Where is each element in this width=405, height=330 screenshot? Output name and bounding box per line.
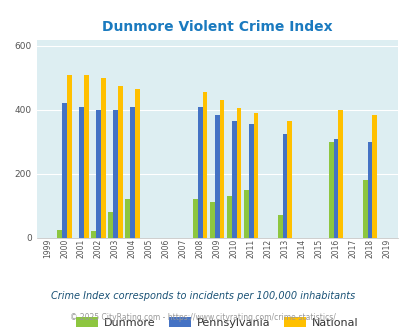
Bar [367,142,371,238]
Bar [202,92,207,238]
Bar [79,107,84,238]
Bar [209,203,214,238]
Text: Crime Index corresponds to incidents per 100,000 inhabitants: Crime Index corresponds to incidents per… [51,291,354,301]
Bar [214,115,219,238]
Bar [282,134,287,238]
Bar [287,121,292,238]
Bar [125,199,130,238]
Text: © 2025 CityRating.com - https://www.cityrating.com/crime-statistics/: © 2025 CityRating.com - https://www.city… [70,313,335,322]
Bar [84,75,88,238]
Bar [117,86,122,238]
Bar [57,230,62,238]
Bar [113,110,117,238]
Title: Dunmore Violent Crime Index: Dunmore Violent Crime Index [102,20,332,34]
Bar [328,142,333,238]
Bar [100,78,105,238]
Bar [197,107,202,238]
Bar [96,110,100,238]
Bar [371,115,376,238]
Bar [219,100,224,238]
Bar [62,104,67,238]
Bar [236,108,241,238]
Bar [226,196,231,238]
Bar [108,212,113,238]
Bar [130,107,134,238]
Bar [91,231,96,238]
Bar [193,199,197,238]
Bar [67,75,71,238]
Bar [362,180,367,238]
Bar [277,215,282,238]
Bar [248,124,253,238]
Bar [253,113,258,238]
Bar [231,121,236,238]
Bar [333,139,337,238]
Bar [243,190,248,238]
Legend: Dunmore, Pennsylvania, National: Dunmore, Pennsylvania, National [72,313,362,330]
Bar [337,110,342,238]
Bar [134,89,139,238]
